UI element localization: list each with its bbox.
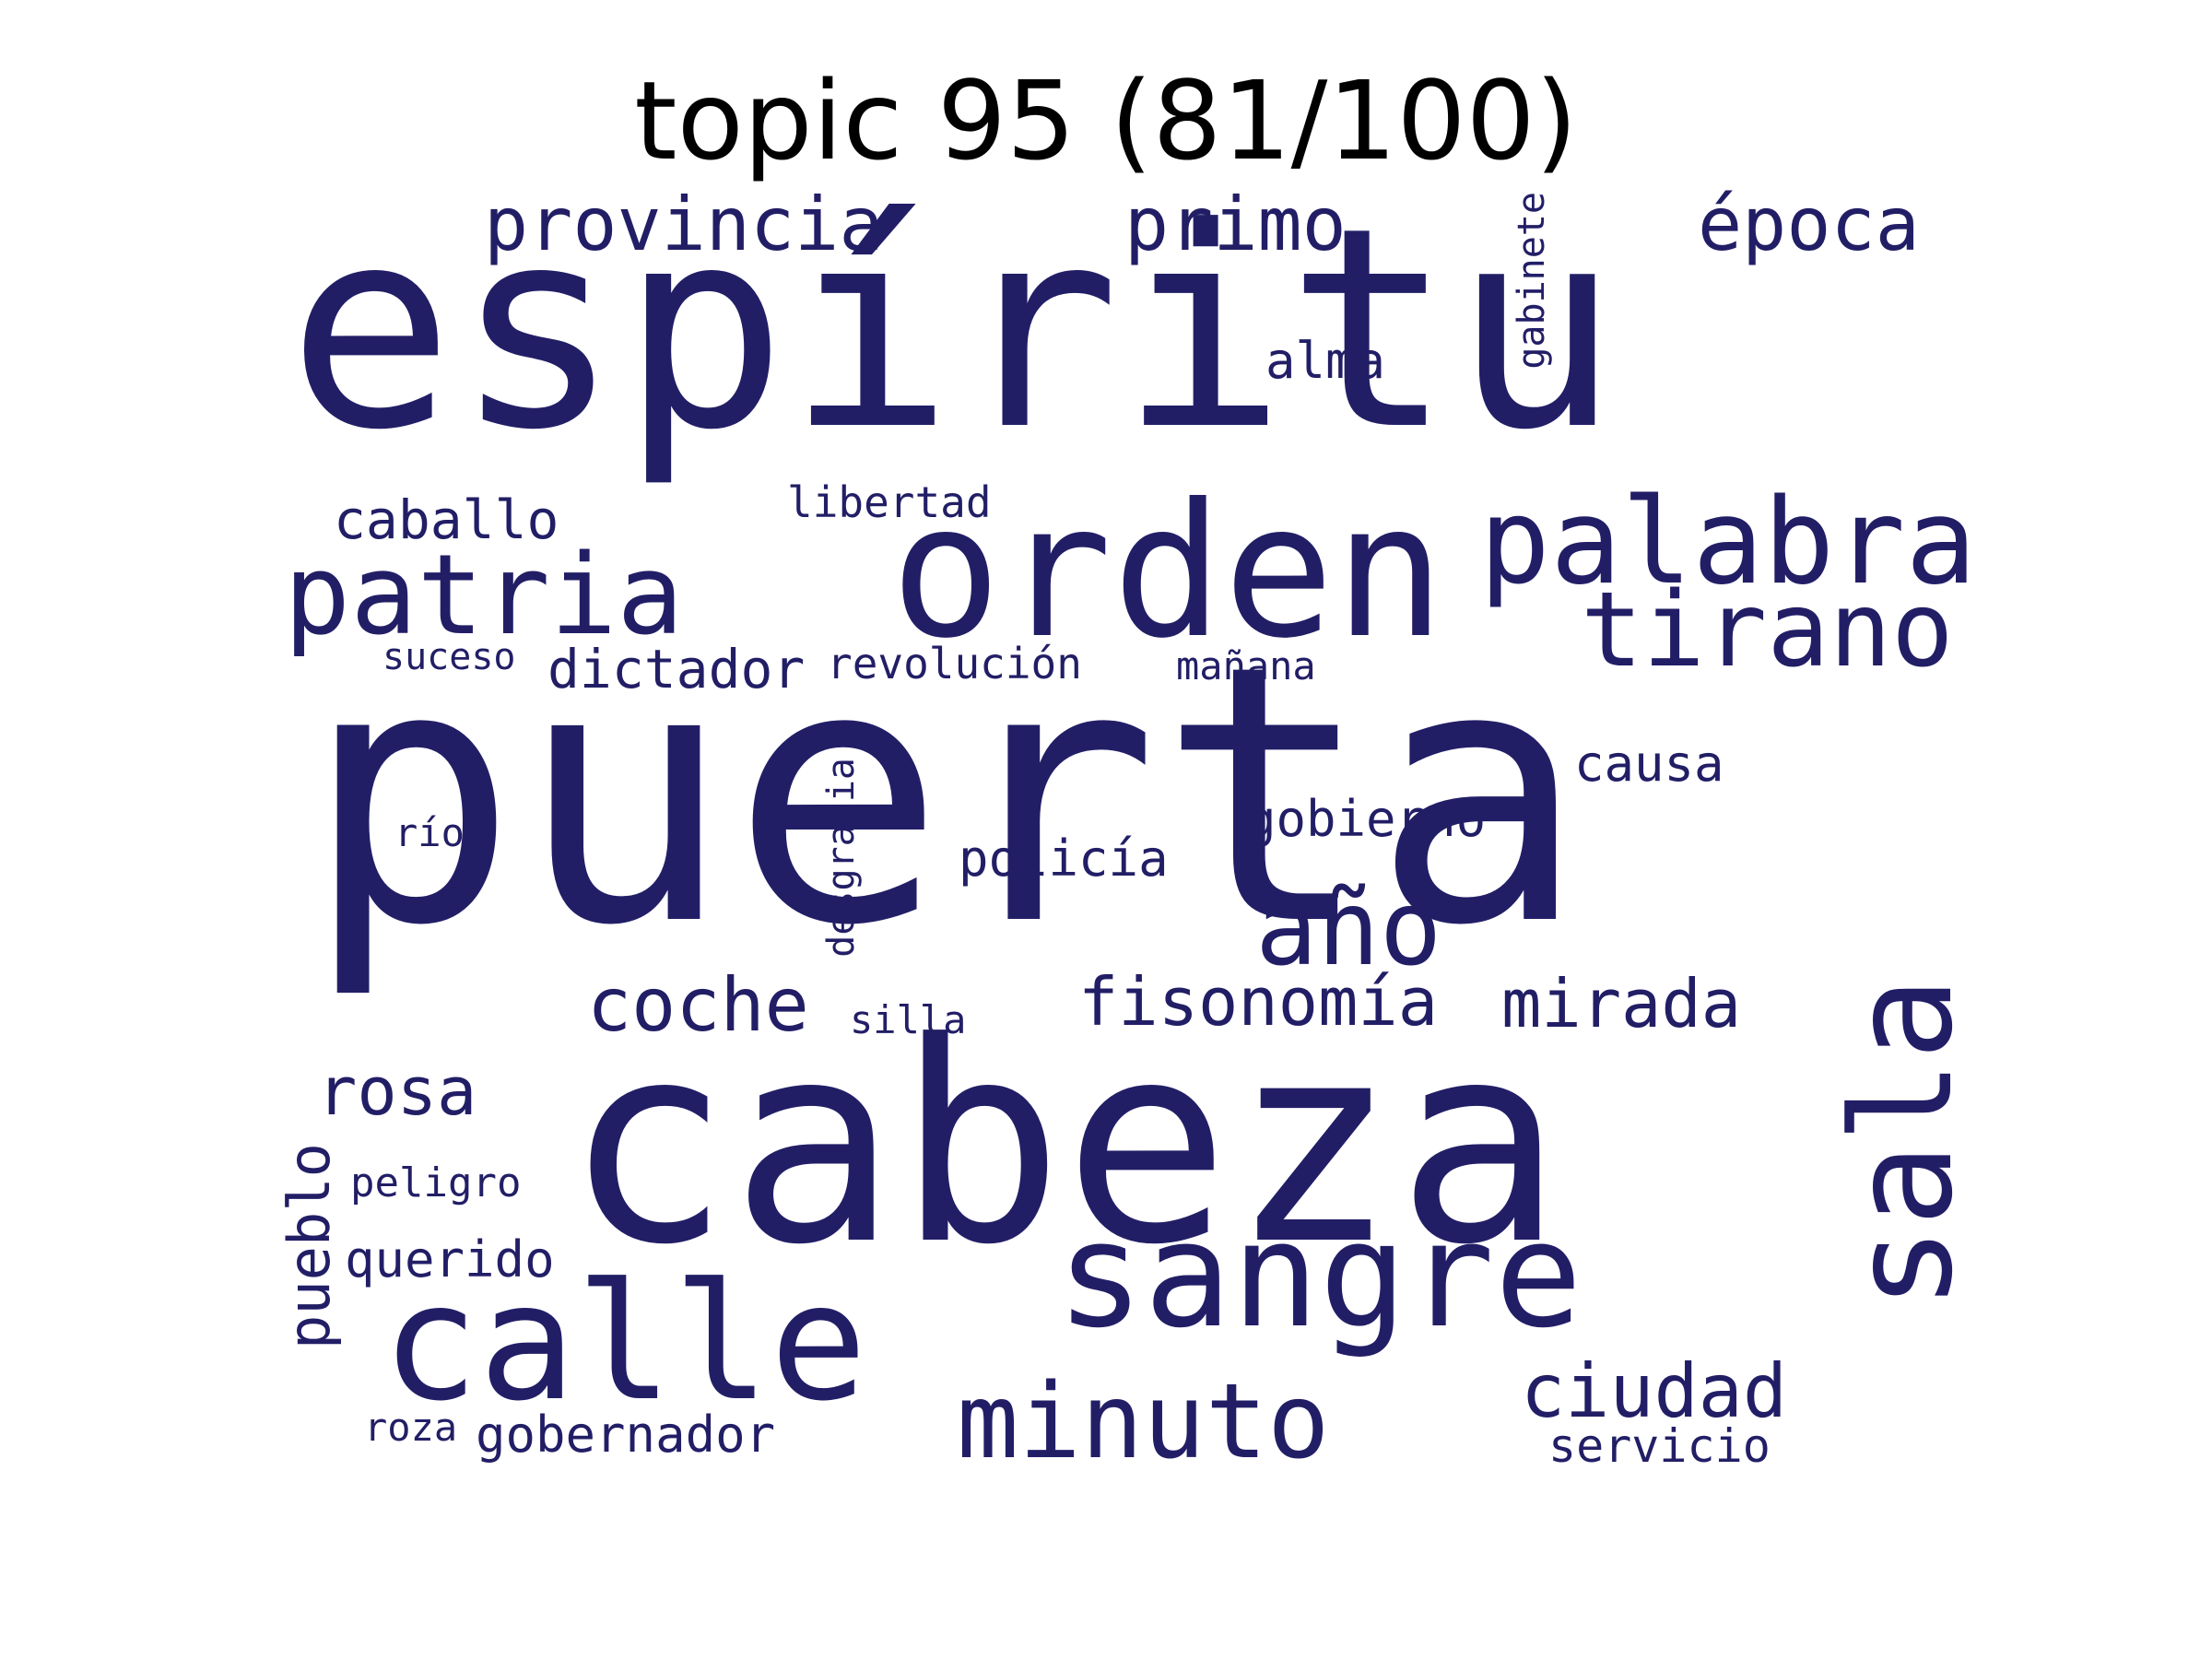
cloud-word: suceso — [382, 636, 516, 678]
cloud-word: policía — [959, 830, 1169, 888]
cloud-word: calle — [382, 1250, 867, 1437]
cloud-word: querido — [345, 1230, 555, 1288]
cloud-word: mirada — [1501, 965, 1742, 1042]
cloud-word: roza — [364, 1405, 458, 1450]
cloud-word: sala — [1823, 977, 1983, 1311]
cloud-word: fisonomía — [1078, 963, 1439, 1041]
cloud-word: peligro — [350, 1159, 522, 1206]
cloud-word: mañana — [1176, 643, 1316, 688]
cloud-word: primo — [1124, 182, 1347, 267]
cloud-word: cabeza — [564, 983, 1563, 1305]
cloud-word: minuto — [957, 1362, 1330, 1482]
figure-title: topic 95 (81/100) — [634, 57, 1578, 184]
cloud-word: rosa — [317, 1053, 477, 1130]
cloud-word: orden — [890, 465, 1446, 679]
cloud-word: desgracia — [820, 758, 863, 958]
cloud-word: río — [394, 810, 465, 855]
cloud-word: causa — [1574, 735, 1724, 793]
cloud-word: alma — [1265, 332, 1386, 390]
cloud-word: patria — [284, 532, 684, 660]
cloud-word: tirano — [1581, 571, 1954, 690]
cloud-word: revolución — [827, 639, 1082, 688]
cloud-word: ciudad — [1521, 1348, 1787, 1434]
cloud-word: servicio — [1548, 1419, 1771, 1473]
cloud-word: gobernador — [476, 1406, 776, 1464]
cloud-word: gobierno — [1246, 790, 1487, 848]
cloud-word: sangre — [1056, 1191, 1583, 1360]
cloud-word: gabinete — [1511, 192, 1553, 370]
cloud-word: año — [1255, 869, 1442, 989]
cloud-word: provincia — [484, 182, 884, 267]
cloud-word: caballo — [334, 488, 559, 551]
cloud-word: época — [1698, 182, 1920, 267]
cloud-word: puerta — [304, 590, 1586, 1003]
cloud-word: silla — [850, 997, 967, 1042]
cloud-word: pueblo — [276, 1143, 343, 1349]
cloud-word: libertad — [787, 477, 992, 527]
cloud-word: dictador — [547, 638, 806, 700]
cloud-word: palabra — [1479, 474, 1977, 611]
cloud-word: coche — [587, 962, 809, 1048]
cloud-word: espíritu — [288, 169, 1619, 490]
